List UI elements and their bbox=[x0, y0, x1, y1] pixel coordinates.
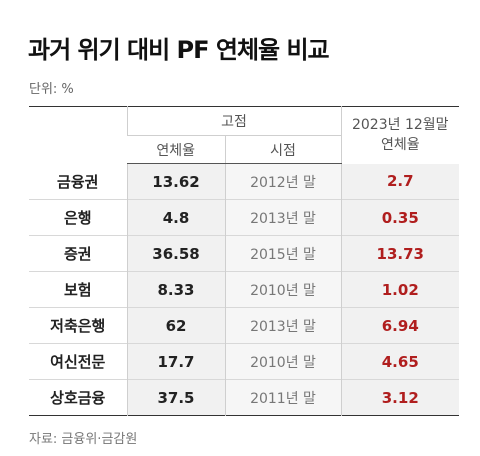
sector-column-header bbox=[29, 106, 127, 164]
table-row: 상호금융 37.5 2011년 말 3.12 bbox=[29, 379, 460, 416]
unit-label: 단위: % bbox=[29, 82, 74, 97]
pf-delinquency-table: 고점 2023년 12월말 연체율 연체율 시점 금융권 13.62 2012년 말… bbox=[29, 106, 460, 416]
page-title: 과거 위기 대비 PF 연체율 비교 bbox=[28, 36, 330, 64]
peak-group-header: 고점 bbox=[126, 106, 342, 136]
table-row: 저축은행 62 2013년 말 6.94 bbox=[29, 307, 460, 344]
table-row: 증권 36.58 2015년 말 13.73 bbox=[29, 235, 460, 272]
peak-rate-cell: 37.5 bbox=[126, 379, 226, 416]
peak-rate-cell: 4.8 bbox=[126, 199, 226, 236]
current-rate-column-header: 2023년 12월말 연체율 bbox=[341, 106, 460, 164]
sector-cell: 은행 bbox=[29, 199, 127, 236]
peak-time-cell: 2015년 말 bbox=[225, 235, 342, 272]
peak-rate-column-header: 연체율 bbox=[127, 135, 226, 164]
table-row: 여신전문 17.7 2010년 말 4.65 bbox=[29, 343, 460, 380]
peak-rate-cell: 62 bbox=[126, 307, 226, 344]
current-rate-cell: 4.65 bbox=[341, 343, 460, 380]
current-rate-cell: 0.35 bbox=[341, 199, 460, 236]
current-rate-cell: 6.94 bbox=[341, 307, 460, 344]
current-rate-cell: 1.02 bbox=[341, 271, 460, 308]
current-rate-cell: 13.73 bbox=[341, 235, 460, 272]
sector-cell: 보험 bbox=[29, 271, 127, 308]
table-body: 금융권 13.62 2012년 말 2.7 은행 4.8 2013년 말 0.35 증권 36.5… bbox=[29, 163, 460, 416]
current-rate-header-line1: 2023년 12월말 bbox=[351, 117, 449, 134]
table-row: 은행 4.8 2013년 말 0.35 bbox=[29, 199, 460, 236]
peak-rate-cell: 36.58 bbox=[126, 235, 226, 272]
sector-cell: 금융권 bbox=[57, 172, 99, 191]
peak-time-column-header: 시점 bbox=[225, 135, 342, 164]
current-rate-cell: 3.12 bbox=[341, 379, 460, 416]
table-row: 금융권 13.62 2012년 말 2.7 bbox=[29, 163, 460, 200]
peak-rate-cell: 8.33 bbox=[126, 271, 226, 308]
peak-time-cell: 2010년 말 bbox=[225, 343, 342, 380]
current-rate-header-line2: 연체율 bbox=[380, 137, 420, 154]
sector-cell: 상호금융 bbox=[29, 379, 127, 416]
sector-cell: 저축은행 bbox=[29, 307, 127, 344]
peak-rate-cell: 13.62 bbox=[126, 163, 226, 200]
sector-cell: 증권 bbox=[29, 235, 127, 272]
table-row: 보험 8.33 2010년 말 1.02 bbox=[29, 271, 460, 308]
peak-time-cell: 2013년 말 bbox=[225, 199, 342, 236]
peak-time-cell: 2010년 말 bbox=[225, 271, 342, 308]
current-rate-cell: 2.7 bbox=[341, 163, 460, 200]
peak-time-cell: 2012년 말 bbox=[225, 163, 342, 200]
peak-time-cell: 2013년 말 bbox=[225, 307, 342, 344]
sector-cell: 여신전문 bbox=[29, 343, 127, 380]
peak-time-cell: 2011년 말 bbox=[225, 379, 342, 416]
source-note: 자료: 금융위·금감원 bbox=[29, 432, 138, 447]
peak-rate-cell: 17.7 bbox=[126, 343, 226, 380]
